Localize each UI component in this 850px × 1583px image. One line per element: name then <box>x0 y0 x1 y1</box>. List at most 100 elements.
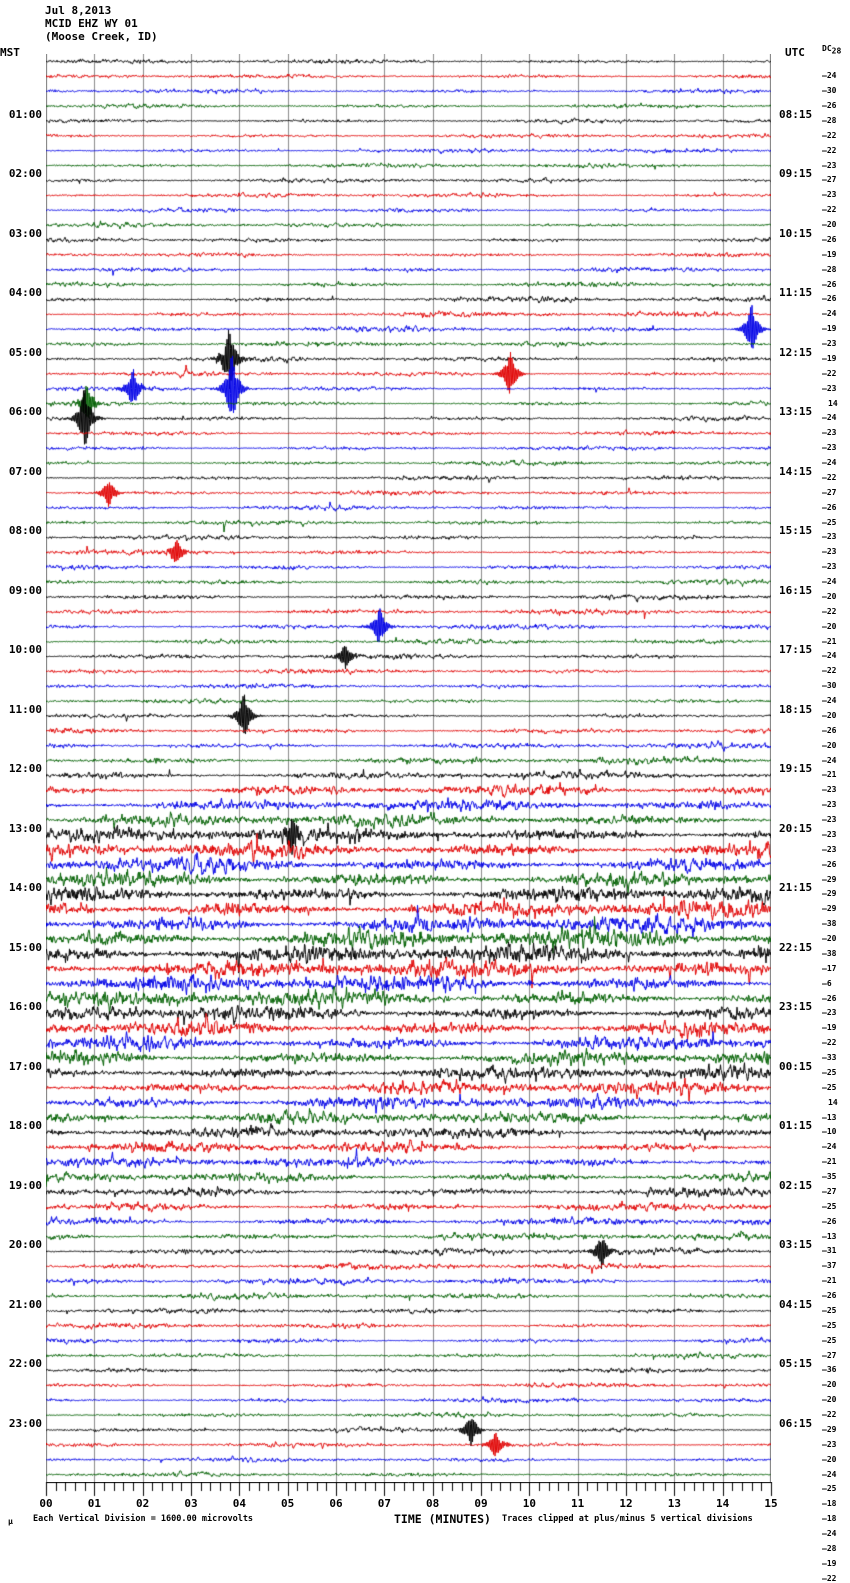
dc-offset-value: –25 <box>822 1082 837 1092</box>
dc-offset-value: –22 <box>822 606 837 616</box>
dc-offset-value: –23 <box>822 428 837 438</box>
dc-offset-value: 14 <box>828 1097 838 1107</box>
dc-offset-value: –24 <box>822 651 837 661</box>
dc-offset-value: –23 <box>822 815 837 825</box>
right-timezone-label: UTC <box>785 46 805 59</box>
mst-hour-label: 23:00 <box>8 1416 42 1430</box>
dc-offset-value: –33 <box>822 1053 837 1063</box>
utc-hour-label: 09:15 <box>779 167 813 180</box>
dc-offset-value: –28 <box>822 264 837 274</box>
dc-offset-value: 14 <box>828 398 838 408</box>
dc-offset-value: –24 <box>822 1142 837 1152</box>
dc-offset-value: –24 <box>822 458 837 468</box>
dc-offset-value: –20 <box>822 621 837 631</box>
utc-hour-label: 02:15 <box>779 1178 813 1192</box>
dc-offset-value: –24 <box>822 1469 837 1479</box>
mst-hour-label: 11:00 <box>8 702 42 716</box>
dc-offset-value: –23 <box>822 190 837 200</box>
dc-offset-value: –25 <box>822 517 837 527</box>
dc-offset-value: –22 <box>822 145 837 155</box>
dc-offset-value: –23 <box>822 785 837 795</box>
dc-offset-value: –10 <box>822 1127 837 1137</box>
dc-offset-value: –23 <box>822 532 837 542</box>
dc-offset-value: –37 <box>822 1261 837 1271</box>
dc-offset-value: –20 <box>822 740 837 750</box>
dc-offset-value: –21 <box>822 1157 837 1167</box>
dc-offset-value: –26 <box>822 234 837 244</box>
dc-offset-value: –25 <box>822 1201 837 1211</box>
mst-hour-label: 15:00 <box>8 940 42 954</box>
dc-offset-value: –26 <box>822 1216 837 1226</box>
mst-hour-label: 02:00 <box>8 167 42 180</box>
dc-offset-value: –26 <box>822 1291 837 1301</box>
x-axis-title: TIME (MINUTES) <box>394 1512 491 1526</box>
dc-offset-value: –13 <box>822 1112 837 1122</box>
dc-offset-value: –30 <box>822 681 837 691</box>
mst-hour-label: 16:00 <box>8 1000 42 1013</box>
dc-offset-value: –22 <box>822 1573 837 1583</box>
dc-offset-value: –23 <box>822 160 837 170</box>
dc-offset-value: –22 <box>822 472 837 482</box>
dc-column-header: DC28 <box>822 44 841 56</box>
header-date: Jul 8,2013 <box>45 4 112 17</box>
dc-offset-value: –23 <box>822 844 837 854</box>
mst-hour-label: 07:00 <box>8 464 42 478</box>
mst-hour-label: 10:00 <box>8 643 42 656</box>
header-station: MCID EHZ WY 01 <box>45 17 138 31</box>
dc-offset-value: –20 <box>822 1380 837 1390</box>
mst-hour-label: 01:00 <box>8 107 42 121</box>
dc-offset-value: –20 <box>822 1454 837 1464</box>
dc-offset-value: –38 <box>822 948 837 958</box>
dc-offset-value: –25 <box>822 1335 837 1345</box>
utc-hour-label: 23:15 <box>779 1000 813 1013</box>
dc-offset-value: –23 <box>822 829 837 839</box>
utc-hour-label: 22:15 <box>779 940 813 954</box>
dc-offset-value: –27 <box>822 1350 837 1360</box>
dc-offset-value: –21 <box>822 770 837 780</box>
dc-offset-value: –24 <box>822 413 837 423</box>
dc-offset-value: –27 <box>822 1186 837 1196</box>
dc-offset-value: –23 <box>822 547 837 557</box>
dc-offset-value: –20 <box>822 591 837 601</box>
dc-offset-value: –38 <box>822 919 837 929</box>
dc-offset-value: –21 <box>822 636 837 646</box>
dc-offset-value: –22 <box>822 1410 837 1420</box>
utc-hour-label: 12:15 <box>779 345 813 359</box>
utc-hour-label: 08:15 <box>779 107 813 121</box>
dc-offset-value: –35 <box>822 1172 837 1182</box>
dc-offset-value: –29 <box>822 904 837 914</box>
dc-offset-value: –23 <box>822 383 837 393</box>
utc-hour-label: 17:15 <box>779 643 813 656</box>
dc-offset-value: –24 <box>822 755 837 765</box>
dc-offset-value: –23 <box>822 1439 837 1449</box>
dc-offset-value: –23 <box>822 1008 837 1018</box>
dc-offset-value: –29 <box>822 889 837 899</box>
dc-offset-value: –27 <box>822 487 837 497</box>
header-location: (Moose Creek, ID) <box>45 30 158 44</box>
dc-offset-value: –30 <box>822 86 837 96</box>
mst-hour-label: 08:00 <box>8 524 42 537</box>
dc-offset-value: –26 <box>822 279 837 289</box>
mst-hour-label: 14:00 <box>8 881 42 894</box>
utc-hour-label: 10:15 <box>779 226 813 240</box>
mst-hour-label: 05:00 <box>8 345 42 359</box>
dc-offset-value: –22 <box>822 1038 837 1048</box>
dc-offset-value: –27 <box>822 175 837 185</box>
mst-hour-label: 21:00 <box>8 1297 42 1311</box>
dc-offset-value: –20 <box>822 220 837 230</box>
dc-offset-value: –31 <box>822 1246 837 1256</box>
dc-offset-value: –24 <box>822 696 837 706</box>
mst-hour-label: 19:00 <box>8 1178 42 1192</box>
dc-offset-value: –23 <box>822 339 837 349</box>
dc-offset-value: –19 <box>822 324 837 334</box>
dc-offset-value: –26 <box>822 859 837 869</box>
seismogram-plot <box>46 54 771 1482</box>
dc-offset-value: –25 <box>822 1320 837 1330</box>
mst-hour-label: 17:00 <box>8 1059 42 1073</box>
mst-hour-label: 20:00 <box>8 1238 42 1251</box>
utc-hour-label: 13:15 <box>779 405 813 418</box>
dc-offset-value: –19 <box>822 353 837 363</box>
mst-hour-label: 12:00 <box>8 762 42 775</box>
dc-offset-value: –24 <box>822 577 837 587</box>
dc-offset-value: –26 <box>822 101 837 111</box>
